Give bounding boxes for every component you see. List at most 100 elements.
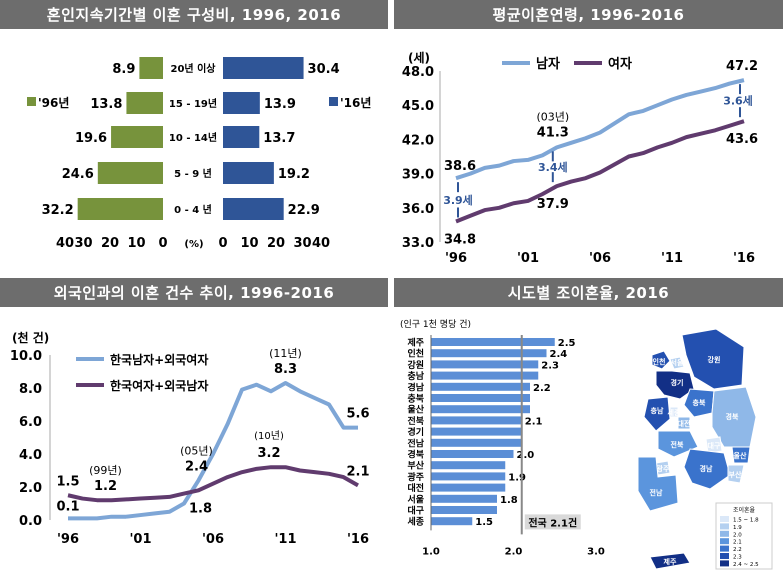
unit-label: (인구 1천 명당 건) (400, 319, 471, 330)
region-value-16: 1.5 (475, 517, 493, 528)
bar-16-2 (223, 126, 260, 148)
map-legend-swatch-2 (720, 530, 729, 537)
region-value-7: 2.1 (525, 416, 543, 427)
region-bar-3 (431, 371, 539, 380)
map-region-label-14: 울산 (734, 451, 747, 460)
region-x-tick-2: 3.0 (587, 546, 605, 557)
y-tick-1: 8.0 (19, 382, 42, 397)
region-bar-5 (431, 394, 530, 402)
y-tick-5: 0.0 (19, 514, 42, 529)
bar-16-1 (223, 92, 260, 114)
label-f05: 1.8 (189, 501, 212, 516)
region-label-9: 전남 (407, 437, 424, 449)
region-bar-13 (431, 483, 506, 492)
map-region-1 (669, 356, 685, 370)
region-label-5: 충북 (407, 393, 424, 405)
region-bar-8 (431, 427, 522, 436)
bar-16-3 (223, 162, 274, 184)
value-16-3: 19.2 (278, 167, 310, 182)
value-96-0: 8.9 (112, 62, 135, 77)
label-note11: (11년) (269, 347, 302, 360)
y-tick-0: 10.0 (10, 349, 42, 364)
right-tick-0: 0 (218, 236, 227, 251)
panel-age: 평균이혼연령, 1996-2016 (세) 48.0 45.0 42.0 39.0 36.… (394, 0, 783, 270)
y-axis-unit: (세) (408, 50, 430, 65)
x-tick-4: '16 (347, 532, 369, 547)
map-legend-swatch-0 (720, 516, 729, 522)
region-x-tick-0: 1.0 (422, 546, 440, 557)
label-m11: 8.3 (274, 362, 297, 377)
value-16-2: 13.7 (263, 131, 295, 146)
map-region-10 (657, 430, 699, 458)
category-label-1: 15 - 19년 (169, 97, 217, 110)
x-tick-1: '01 (129, 532, 151, 547)
region-label-4: 경남 (407, 381, 424, 393)
region-bar-9 (431, 438, 522, 447)
map-region-label-1: 서울 (671, 358, 684, 367)
region-bar-12 (431, 472, 506, 481)
map-region-label-4: 충남 (651, 406, 664, 415)
bar-96-1 (126, 92, 163, 114)
label-gap16: 3.6세 (723, 94, 753, 108)
label-f03: 37.9 (537, 197, 569, 212)
map-legend-label-3: 2.1 (733, 540, 742, 546)
region-label-15: 대구 (407, 505, 424, 517)
legend-s0-label: 한국남자+외국여자 (110, 352, 208, 367)
map-region-label-6: 세종 (668, 408, 681, 417)
region-bar-16 (431, 517, 473, 526)
bar-96-2 (111, 126, 163, 148)
y-tick-1: 45.0 (402, 99, 434, 114)
label-m03: 41.3 (537, 125, 569, 140)
region-value-12: 1.9 (508, 472, 526, 483)
map-legend-swatch-5 (720, 553, 729, 559)
region-bar-2 (431, 360, 539, 369)
map-region-13 (683, 448, 731, 490)
region-value-2: 2.3 (541, 360, 559, 371)
right-tick-3: 30 (293, 236, 311, 251)
category-label-3: 5 - 9 년 (174, 167, 212, 180)
map-region-2 (681, 328, 745, 390)
value-96-1: 13.8 (90, 97, 122, 112)
legend-male-label: 남자 (536, 56, 560, 72)
value-96-3: 24.6 (62, 167, 94, 182)
region-value-1: 2.4 (550, 349, 568, 360)
right-tick-2: 20 (267, 236, 285, 251)
region-bar-11 (431, 461, 506, 470)
map-region-label-16: 제주 (664, 557, 677, 566)
bar-96-0 (139, 57, 163, 79)
right-tick-4: 40 (312, 236, 330, 251)
map-legend-label-6: 2.4 ~ 2.5 (733, 562, 759, 568)
panel-regions: 시도별 조이혼율, 2016 (인구 1천 명당 건) 제주 2.5 인천 2.4 강원 2… (394, 278, 783, 580)
panel-foreign: 외국인과의 이혼 건수 추이, 1996-2016 (천 건) 10.0 8.0 6.… (0, 278, 388, 580)
label-m16: 47.2 (726, 59, 758, 74)
region-label-7: 전북 (407, 415, 424, 427)
map-region-label-5: 충북 (693, 398, 706, 407)
region-value-4: 2.2 (533, 383, 551, 394)
map-legend-label-4: 2.2 (733, 547, 742, 553)
y-axis-unit: (천 건) (12, 330, 49, 345)
label-gap96: 3.9세 (443, 193, 473, 207)
x-tick-3: '11 (274, 532, 296, 547)
legend-16-label: '16년 (340, 96, 371, 110)
category-label-0: 20년 이상 (171, 62, 217, 75)
region-label-1: 인천 (407, 349, 424, 360)
divider-horizontal (0, 270, 783, 278)
map-legend-swatch-3 (720, 538, 729, 545)
label-m96: 38.6 (444, 159, 476, 174)
series-line-1 (67, 465, 359, 503)
x-tick-2: '06 (202, 532, 224, 547)
label-f16: 2.1 (346, 464, 369, 479)
y-tick-2: 42.0 (402, 133, 434, 148)
category-label-4: 0 - 4 년 (174, 203, 212, 216)
label-f99: 1.2 (94, 479, 117, 494)
series-line-0 (455, 78, 745, 181)
map-region-5 (683, 388, 715, 418)
legend-96-label: '96년 (38, 96, 69, 110)
region-value-14: 1.8 (500, 495, 518, 506)
legend-96-marker (27, 97, 36, 106)
age-chart: (세)48.0 45.0 42.0 39.0 36.0 33.0 '96 '01 '06 '11 '… (402, 50, 758, 266)
left-tick-0: 40 (56, 236, 74, 251)
value-96-2: 19.6 (75, 131, 107, 146)
y-tick-3: 4.0 (19, 448, 42, 463)
map-region-9 (705, 436, 723, 454)
